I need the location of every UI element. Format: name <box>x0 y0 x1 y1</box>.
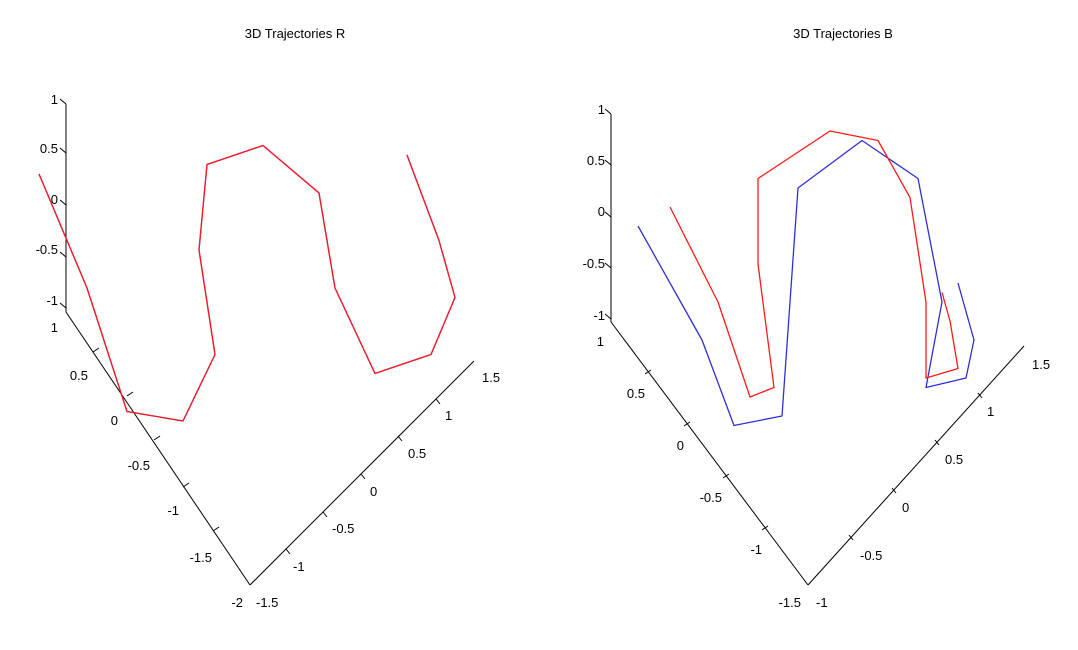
tick-mark <box>435 398 441 405</box>
left-depth-ticks-r: 1 0.5 0 -0.5 -1 -1.5 -2 <box>51 320 243 610</box>
tick-mark <box>604 313 612 320</box>
tick-mark <box>285 548 291 555</box>
tick-label: -1 <box>46 293 58 308</box>
tick-label: 0 <box>51 192 58 207</box>
tick-mark <box>644 369 652 375</box>
trajectory-line-blue <box>637 139 975 427</box>
tick-mark <box>891 487 897 494</box>
tick-label: -1 <box>293 559 305 574</box>
tick-label: 1 <box>987 404 994 419</box>
tick-label: -0.5 <box>36 242 58 257</box>
tick-label: 1 <box>598 102 605 117</box>
tick-label: 0 <box>111 413 118 428</box>
tick-mark <box>59 98 67 105</box>
tick-label: 1 <box>51 92 58 107</box>
tick-mark <box>761 525 769 531</box>
tick-label: -1.5 <box>190 550 212 565</box>
series-group-b <box>637 130 975 427</box>
axis-left-depth-b <box>610 321 809 586</box>
tick-mark <box>722 473 730 479</box>
tick-label: -0.5 <box>700 490 722 505</box>
tick-label: -1 <box>816 595 828 610</box>
plot-r: 3D Trajectories R 1 0.5 0 -0.5 -1 1 0.5 … <box>36 26 500 610</box>
trajectory-line-red <box>669 130 959 398</box>
tick-mark <box>212 526 220 532</box>
tick-mark <box>604 159 612 166</box>
axis-left-depth-r <box>65 311 251 586</box>
tick-mark <box>59 251 67 258</box>
trajectory-line-red <box>38 144 456 422</box>
tick-mark <box>59 302 67 309</box>
tick-label: 0 <box>902 500 909 515</box>
tick-label: 1.5 <box>482 370 500 385</box>
tick-label: -1.5 <box>779 595 801 610</box>
tick-label: 0.5 <box>945 452 963 467</box>
tick-label: -1.5 <box>256 595 278 610</box>
tick-label: -1 <box>593 308 605 323</box>
axis-right-depth-b <box>807 345 1025 586</box>
tick-label: 0.5 <box>40 141 58 156</box>
tick-mark <box>92 347 100 353</box>
right-depth-ticks-r: -1.5 -1 -0.5 0 0.5 1 1.5 <box>256 370 500 610</box>
tick-mark <box>153 435 161 441</box>
plot-b: 3D Trajectories B 1 0.5 0 -0.5 -1 1 0.5 … <box>583 26 1050 610</box>
left-depth-ticks-b: 1 0.5 0 -0.5 -1 -1.5 <box>597 334 801 610</box>
tick-mark <box>126 391 134 397</box>
tick-mark <box>360 473 366 480</box>
tick-label: 1.5 <box>1032 357 1050 372</box>
tick-label: -1 <box>750 542 762 557</box>
tick-mark <box>59 147 67 154</box>
axis-right-depth-r <box>249 360 475 586</box>
tick-mark <box>182 482 190 488</box>
tick-mark <box>59 199 67 206</box>
tick-mark <box>604 262 612 269</box>
vertical-ticks-r: 1 0.5 0 -0.5 -1 <box>36 92 67 309</box>
tick-mark <box>322 511 328 518</box>
tick-label: -0.5 <box>860 548 882 563</box>
tick-label: -1 <box>167 503 179 518</box>
chart-title-b: 3D Trajectories B <box>793 26 893 41</box>
tick-label: 0 <box>370 484 377 499</box>
tick-label: 0.5 <box>70 368 88 383</box>
tick-label: 0.5 <box>627 386 645 401</box>
trajectory-line-blue <box>38 144 456 422</box>
tick-label: 0 <box>598 204 605 219</box>
tick-label: -0.5 <box>128 458 150 473</box>
right-depth-ticks-b: -1 -0.5 0 0.5 1 1.5 <box>816 357 1050 610</box>
tick-mark <box>977 392 983 399</box>
tick-mark <box>683 421 691 427</box>
tick-label: -0.5 <box>332 521 354 536</box>
tick-label: 0.5 <box>408 446 426 461</box>
tick-label: 1 <box>51 320 58 335</box>
tick-label: -2 <box>231 595 243 610</box>
tick-mark <box>848 534 854 541</box>
tick-mark <box>604 108 612 115</box>
chart-title-r: 3D Trajectories R <box>245 26 345 41</box>
series-group-r <box>38 144 456 422</box>
tick-label: -0.5 <box>583 256 605 271</box>
tick-label: 1 <box>597 334 604 349</box>
tick-mark <box>934 439 940 446</box>
tick-label: 1 <box>445 408 452 423</box>
tick-mark <box>604 211 612 218</box>
tick-label: 0 <box>677 438 684 453</box>
tick-mark <box>397 435 403 442</box>
vertical-ticks-b: 1 0.5 0 -0.5 -1 <box>583 102 612 323</box>
tick-label: 0.5 <box>587 153 605 168</box>
